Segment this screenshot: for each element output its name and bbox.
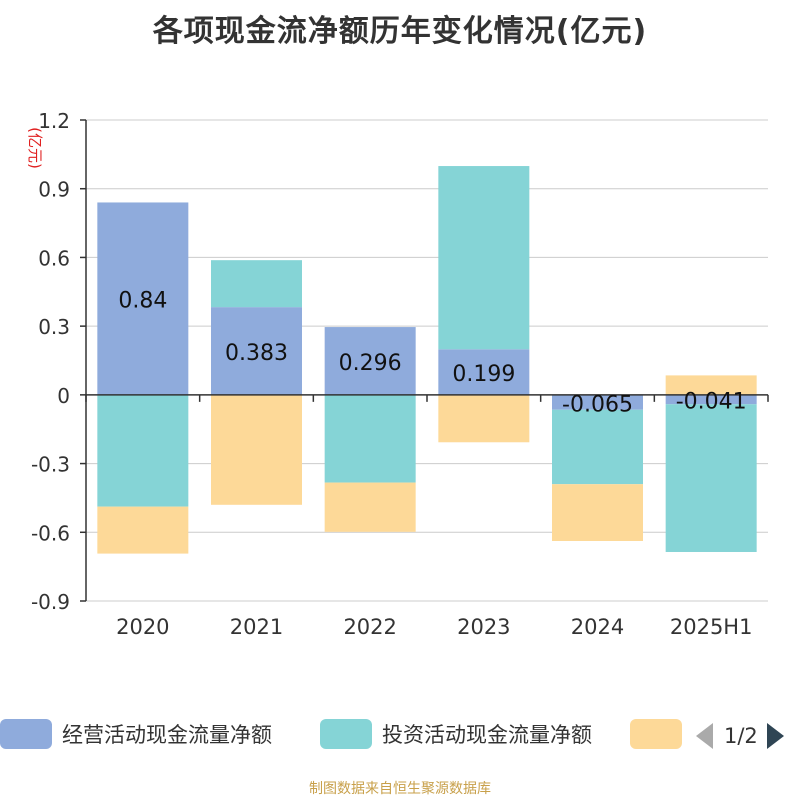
y-tick-label: -0.9 [31, 590, 70, 614]
bar-series0-2023 [438, 349, 530, 395]
legend-next-arrow-icon[interactable] [766, 723, 784, 749]
x-tick-label: 2021 [230, 615, 283, 639]
legend-swatch-operating [0, 719, 52, 749]
legend-swatch-third [630, 719, 682, 749]
data-label: 0.84 [118, 289, 167, 314]
y-tick-label: 0.3 [38, 315, 70, 339]
bar-series1-2024 [552, 409, 643, 485]
bar-series0-2022 [324, 327, 416, 395]
legend-label-operating: 经营活动现金流量净额 [62, 723, 272, 747]
y-tick-label: -0.3 [31, 453, 70, 477]
data-label: -0.041 [676, 390, 747, 415]
bar-series1-2021 [211, 260, 302, 308]
data-label: -0.065 [562, 392, 633, 417]
x-tick-label: 2020 [116, 615, 169, 639]
x-tick-label: 2022 [343, 615, 396, 639]
bar-series0-2020 [97, 202, 189, 395]
bar-series0-2025H1 [665, 394, 757, 405]
bar-series2-2025H1 [665, 375, 757, 395]
data-label: 0.296 [339, 351, 402, 376]
legend-page-indicator: 1/2 [724, 724, 758, 748]
bar-series1-2020 [97, 394, 189, 507]
bar-series2-2023 [438, 394, 530, 443]
chart-title: 各项现金流净额历年变化情况(亿元) [152, 14, 648, 49]
y-tick-label: 0.6 [38, 246, 70, 270]
legend: 经营活动现金流量净额 投资活动现金流量净额 1/2 [0, 716, 800, 756]
legend-prev-arrow-icon[interactable] [696, 723, 713, 749]
y-tick-label: 0.9 [38, 178, 70, 202]
bar-series2-2020 [97, 506, 189, 554]
legend-pager: 1/2 [696, 718, 784, 754]
y-tick-label: 1.2 [38, 109, 70, 133]
bar-series0-2024 [552, 394, 643, 410]
data-label: 0.199 [452, 362, 515, 387]
source-footer: 制图数据来自恒生聚源数据库 [309, 781, 491, 797]
x-tick-label: 2024 [571, 615, 624, 639]
bar-series2-2021 [211, 394, 302, 505]
x-tick-label: 2025H1 [670, 615, 753, 639]
bar-series1-2022 [324, 394, 416, 483]
y-unit-label: (亿元) [26, 127, 44, 169]
legend-swatch-investing [320, 719, 372, 749]
bar-series0-2021 [211, 307, 302, 395]
bar-series2-2024 [552, 484, 643, 541]
x-tick-label: 2023 [457, 615, 510, 639]
legend-label-investing: 投资活动现金流量净额 [382, 723, 592, 747]
y-tick-label: -0.6 [31, 521, 70, 545]
bar-series1-2025H1 [665, 404, 757, 552]
bar-series1-2023 [438, 166, 530, 350]
y-tick-label: 0 [57, 384, 70, 408]
legend-item-operating[interactable]: 经营活动现金流量净额 [0, 716, 272, 752]
legend-item-investing[interactable]: 投资活动现金流量净额 [320, 716, 592, 752]
data-label: 0.383 [225, 341, 288, 366]
legend-item-third[interactable] [630, 716, 682, 752]
bar-series2-2022 [324, 482, 416, 532]
